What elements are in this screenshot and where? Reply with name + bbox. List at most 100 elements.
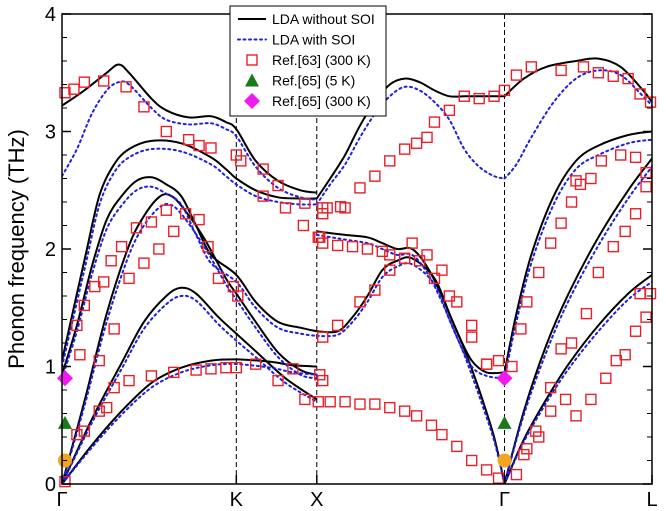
ref63-data-point — [354, 182, 366, 194]
ref63-data-point — [212, 272, 225, 285]
ref63-data-point — [530, 425, 542, 437]
ref63-data-point — [595, 155, 608, 167]
lda-without-soi-branch — [316, 256, 506, 484]
ref63-data-point — [272, 179, 284, 192]
lda-with-soi-branch — [62, 294, 318, 484]
ref63-data-point — [369, 170, 381, 182]
lda-with-soi-branch — [503, 138, 652, 380]
lda-with-soi-branch — [315, 233, 506, 380]
ref63-data-point — [138, 101, 150, 113]
lda-without-soi-branch — [315, 77, 505, 200]
ref63-data-point — [565, 337, 578, 349]
ref63-data-point — [480, 358, 493, 370]
ref63-data-point — [331, 319, 344, 332]
ref63-data-point — [555, 217, 567, 229]
lda-with-soi-branch — [62, 80, 318, 201]
ref63-data-point — [115, 240, 128, 253]
ref63-data-point — [312, 396, 324, 408]
ref63-data-point — [317, 331, 329, 343]
ref63-data-point — [585, 172, 597, 185]
y-tick-label: 2 — [45, 239, 56, 261]
ref63-data-point — [202, 240, 214, 253]
ref63-data-point — [299, 393, 311, 406]
ref63-data-point — [421, 249, 433, 261]
ref63-data-point — [492, 354, 505, 367]
lda-without-soi-branch — [62, 63, 317, 194]
ref63-data-point — [71, 319, 83, 332]
ref63-data-point — [466, 454, 478, 467]
ref63-data-point — [473, 92, 485, 105]
ref63-data-point — [555, 64, 567, 77]
ref63-data-point — [585, 393, 597, 406]
ref63-data-point — [619, 225, 631, 238]
ref63-data-point — [592, 266, 605, 279]
ref63-data-point — [559, 393, 572, 406]
ref63-data-point — [100, 401, 113, 414]
ref63-data-point — [488, 90, 500, 102]
ref63-data-point — [153, 243, 165, 255]
ref63-data-point — [168, 225, 180, 238]
ref63-data-point — [78, 425, 91, 437]
ref63-data-point — [369, 284, 381, 296]
ref63-data-point — [644, 96, 657, 108]
ref63-data-point — [451, 296, 463, 308]
ref63-data-point — [580, 307, 593, 320]
ref63-data-point — [466, 319, 478, 332]
ref63-data-point — [610, 354, 622, 367]
lda-with-soi-branch — [62, 362, 318, 484]
ref63-data-point — [314, 369, 326, 381]
ref63-data-point — [425, 419, 438, 431]
legend-triangle-symbol — [245, 73, 259, 87]
ref63-data-point — [93, 405, 105, 417]
ref63-data-point — [324, 396, 336, 408]
ref63-data-point — [272, 374, 284, 387]
legend-entry-label: Ref.[63] (300 K) — [272, 52, 371, 68]
high-symmetry-lines — [235, 14, 505, 484]
ref63-data-point — [622, 72, 634, 85]
lda-with-soi-branch — [503, 69, 652, 180]
ref63-data-point — [629, 151, 642, 164]
ref63-data-point — [544, 381, 557, 394]
ref63-data-point — [98, 75, 110, 87]
x-tick-label: K — [230, 489, 244, 511]
ref63-data-point — [354, 296, 366, 308]
x-tick-label: X — [310, 489, 323, 511]
ref63-data-point — [346, 240, 359, 253]
ref63-data-point — [525, 61, 538, 73]
lda-with-soi-branch — [315, 85, 506, 206]
ref63-data-point — [398, 252, 411, 265]
ref63-data-point — [321, 202, 333, 214]
ref63-data-point — [518, 448, 530, 461]
ref63-data-point — [279, 202, 292, 214]
ref63-data-point — [413, 255, 426, 267]
lda-without-soi-branch — [503, 274, 652, 484]
legend: LDA without SOI LDA with SOI Ref.[63] (300… — [229, 5, 387, 117]
ref63-data-point — [384, 249, 396, 261]
ref63-data-point — [354, 398, 366, 410]
legend-square-symbol — [246, 54, 258, 66]
ref63-data-point — [443, 290, 456, 302]
ref63-data-point — [123, 374, 135, 387]
ref63-data-point — [78, 76, 91, 88]
ref63-data-point — [339, 202, 351, 214]
y-axis: 0 1 2 3 4 — [45, 4, 652, 496]
ref63-data-point — [384, 401, 396, 414]
ref63-data-point — [297, 219, 310, 232]
ref63-data-point — [361, 243, 374, 255]
ref63-data-point — [105, 255, 117, 267]
ref63-data-point — [257, 190, 269, 202]
lda-with-soi-branch — [503, 165, 652, 484]
ref63-data-point — [498, 84, 511, 97]
legend-entry-label: Ref.[65] (300 K) — [272, 93, 371, 109]
ref63-data-point — [458, 90, 470, 102]
ref63-data-point — [190, 364, 202, 376]
dispersion-curves — [62, 57, 652, 484]
ref63-data-point — [71, 428, 83, 441]
y-tick-label: 0 — [45, 474, 56, 496]
y-tick-label: 3 — [45, 122, 56, 144]
ref65-5k-data-point — [497, 415, 512, 429]
ref63-data-point — [384, 155, 396, 167]
ref63-data-point — [619, 349, 631, 361]
ref63-data-point — [145, 370, 158, 382]
